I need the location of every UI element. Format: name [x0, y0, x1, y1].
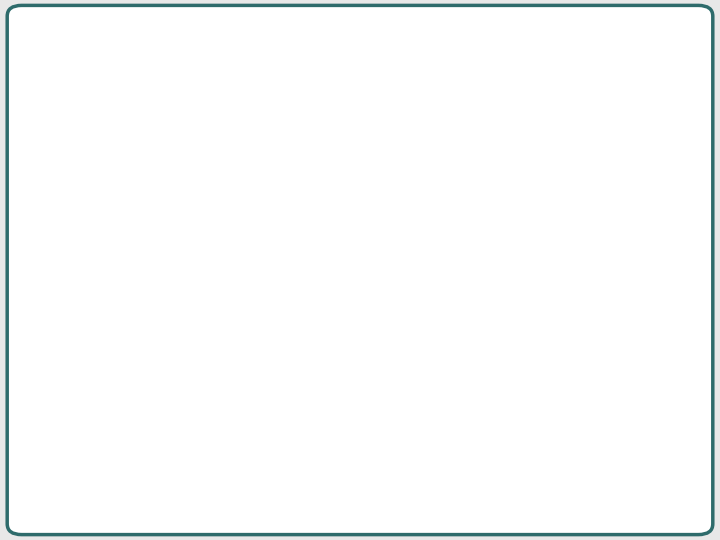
Text: Method of Moments: Method of Moments: [72, 49, 510, 86]
Text: 20: 20: [646, 497, 665, 512]
Text: Two electrostatic examples are:: Two electrostatic examples are:: [94, 133, 423, 153]
Text: Poisson’s equation, differential equation:: Poisson’s equation, differential equatio…: [94, 173, 520, 194]
Text: Coulomb’s Law:: Coulomb’s Law:: [94, 271, 258, 291]
Text: $V(\bar{r}) = \dfrac{1}{4\pi\varepsilon_0} \int_v \dfrac{\rho_v(r^{\prime})}{|\b: $V(\bar{r}) = \dfrac{1}{4\pi\varepsilon_…: [228, 345, 492, 406]
Text: $\nabla^2 V(r) = -\dfrac{\rho_v}{\varepsilon}$: $\nabla^2 V(r) = -\dfrac{\rho_v}{\vareps…: [296, 218, 453, 262]
